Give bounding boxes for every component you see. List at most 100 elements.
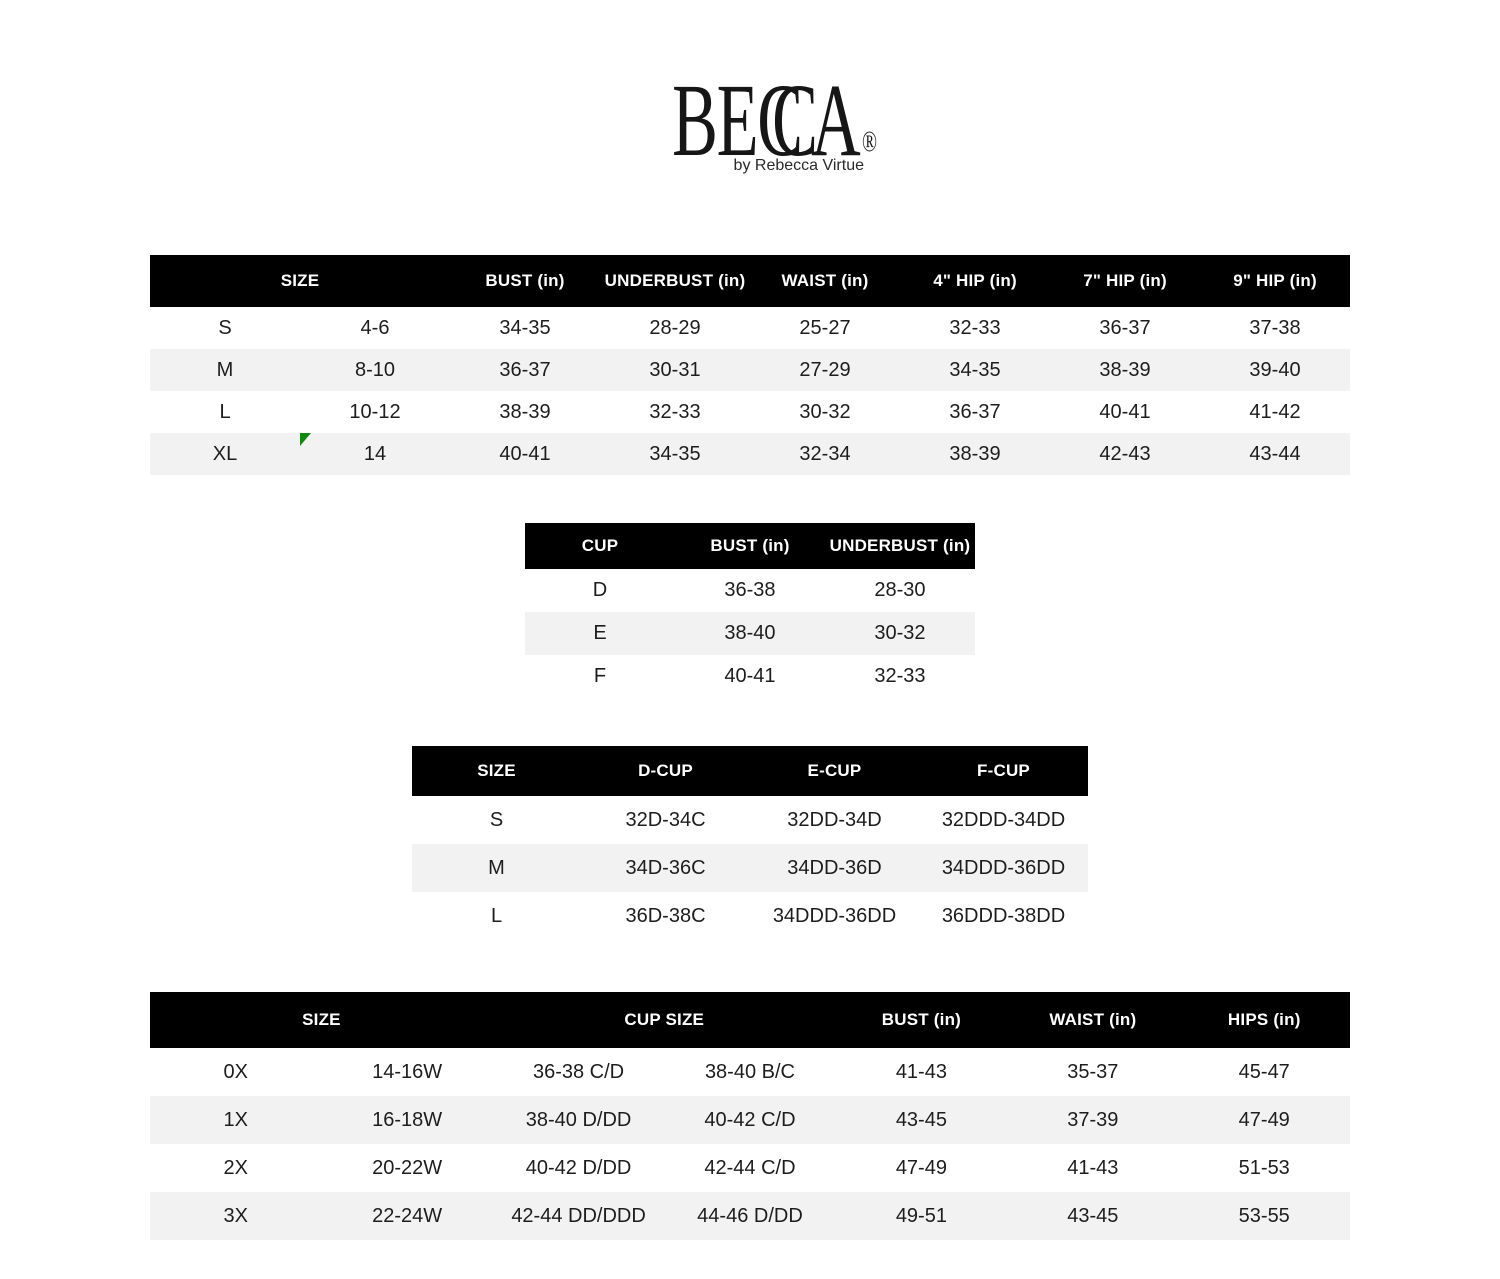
table-row: 3X 22-24W 42-44 DD/DDD 44-46 D/DD 49-51 43-45… xyxy=(150,1192,1350,1240)
cup-size-chart-table: SIZE D-CUP E-CUP F-CUP S 32D-34C 32DD-34D 32DDD… xyxy=(412,746,1088,940)
header-cell: CUP SIZE xyxy=(624,1010,705,1029)
table-cell: 42-44 C/D xyxy=(704,1156,796,1179)
table-cell: 28-30 xyxy=(874,579,926,601)
cup-size-chart-header-row: SIZE D-CUP E-CUP F-CUP xyxy=(412,746,1088,796)
table-row: M 34D-36C 34DD-36D 34DDD-36DD xyxy=(412,844,1088,892)
header-cell: F-CUP xyxy=(977,761,1030,780)
table-row: L 36D-38C 34DDD-36DD 36DDD-38DD xyxy=(412,892,1088,940)
table-cell: 43-45 xyxy=(1067,1204,1119,1227)
table-cell: 1X xyxy=(223,1108,248,1131)
table-cell: 25-27 xyxy=(799,316,851,339)
table-cell: XL xyxy=(212,442,238,465)
table-cell: 36DDD-38DD xyxy=(941,904,1066,927)
table-cell: 32DD-34D xyxy=(787,808,882,831)
table-cell: 38-40 D/DD xyxy=(525,1108,632,1131)
table-cell: 44-46 D/DD xyxy=(697,1204,803,1227)
table-row: 1X 16-18W 38-40 D/DD 40-42 C/D 43-45 37-39 47-… xyxy=(150,1096,1350,1144)
green-triangle-shape xyxy=(300,433,311,446)
table-cell: 28-29 xyxy=(649,316,701,339)
standard-size-chart-header-row: SIZE BUST (in) UNDERBUST (in) WAIST (in) 4" … xyxy=(150,255,1350,307)
plus-size-chart-header-row: SIZE CUP SIZE BUST (in) WAIST (in) HIPS (in) xyxy=(150,992,1350,1048)
table-cell: 38-39 xyxy=(499,400,551,423)
header-cell: UNDERBUST (in) xyxy=(829,536,971,555)
table-cell: 32-33 xyxy=(874,665,926,687)
table-row: D 36-38 28-30 xyxy=(525,569,975,612)
table-cell: 38-40 xyxy=(724,622,776,644)
table-cell: M xyxy=(216,358,234,381)
table-cell: 42-44 DD/DDD xyxy=(511,1204,646,1227)
cup-measurement-chart-table: CUP BUST (in) UNDERBUST (in) D 36-38 28-30 E 38… xyxy=(525,523,975,698)
table-cell: 22-24W xyxy=(372,1204,443,1227)
table-cell: 0X xyxy=(223,1060,248,1083)
table-cell: 42-43 xyxy=(1099,442,1151,465)
header-cell: CUP xyxy=(581,536,619,555)
table-cell: 10-12 xyxy=(349,400,401,423)
table-cell: 20-22W xyxy=(372,1156,443,1179)
table-cell: 32-34 xyxy=(799,442,851,465)
table-cell: S xyxy=(489,808,504,831)
header-cell: WAIST (in) xyxy=(781,271,869,290)
table-cell: 2X xyxy=(223,1156,248,1179)
table-cell: 38-39 xyxy=(949,442,1001,465)
table-cell: 36-37 xyxy=(499,358,551,381)
header-cell: 9" HIP (in) xyxy=(1233,271,1317,290)
table-cell: M xyxy=(488,856,505,879)
header-cell: BUST (in) xyxy=(485,271,565,290)
table-cell: 14 xyxy=(363,442,387,465)
table-cell: 53-55 xyxy=(1238,1204,1290,1227)
brand-tagline: by Rebecca Virtue xyxy=(733,156,864,174)
table-cell: 32-33 xyxy=(649,400,701,423)
table-cell: 30-32 xyxy=(799,400,851,423)
table-row: S 32D-34C 32DD-34D 32DDD-34DD xyxy=(412,796,1088,844)
table-cell: 34DD-36D xyxy=(787,856,882,879)
table-cell: 34D-36C xyxy=(625,856,706,879)
header-cell: E-CUP xyxy=(807,761,862,780)
table-cell: 40-42 D/DD xyxy=(525,1156,632,1179)
table-cell: 40-41 xyxy=(1099,400,1151,423)
table-cell: 14-16W xyxy=(372,1060,443,1083)
table-row: F 40-41 32-33 xyxy=(525,655,975,698)
table-cell: 34-35 xyxy=(499,316,551,339)
table-cell: 38-40 B/C xyxy=(704,1060,795,1083)
header-cell: BUST (in) xyxy=(881,1010,962,1029)
header-cell: SIZE xyxy=(477,761,516,780)
table-cell: 40-41 xyxy=(499,442,551,465)
plus-size-chart-table: SIZE CUP SIZE BUST (in) WAIST (in) HIPS (in)… xyxy=(150,992,1350,1240)
table-cell: 34DDD-36DD xyxy=(941,856,1066,879)
table-cell: 43-45 xyxy=(895,1108,947,1131)
standard-size-chart-table: SIZE BUST (in) UNDERBUST (in) WAIST (in) 4" … xyxy=(150,255,1350,475)
table-row: 2X 20-22W 40-42 D/DD 42-44 C/D 47-49 41-43 51-… xyxy=(150,1144,1350,1192)
table-cell: 16-18W xyxy=(372,1108,443,1131)
table-cell: 37-39 xyxy=(1067,1108,1119,1131)
table-row: E 38-40 30-32 xyxy=(525,612,975,655)
table-cell: 43-44 xyxy=(1249,442,1301,465)
table-cell: F xyxy=(593,665,607,687)
header-cell: UNDERBUST (in) xyxy=(604,271,746,290)
table-cell: 36-38 C/D xyxy=(532,1060,625,1083)
table-cell: 4-6 xyxy=(360,316,390,339)
table-cell: 37-38 xyxy=(1249,316,1301,339)
table-cell: 38-39 xyxy=(1099,358,1151,381)
table-cell: 51-53 xyxy=(1238,1156,1290,1179)
table-cell: 47-49 xyxy=(1238,1108,1290,1131)
registered-trademark-symbol: ® xyxy=(862,125,878,158)
table-row: L 10-12 38-39 32-33 30-32 36-37 40-41 41-42 xyxy=(150,391,1350,433)
table-cell: 32-33 xyxy=(949,316,1001,339)
table-row: S 4-6 34-35 28-29 25-27 32-33 36-37 37-38 xyxy=(150,307,1350,349)
table-row: XL 14 40-41 34-35 32-34 38-39 42-43 43-44 xyxy=(150,433,1350,475)
table-cell: 30-32 xyxy=(874,622,926,644)
table-cell: 32DDD-34DD xyxy=(941,808,1066,831)
table-row: 0X 14-16W 36-38 C/D 38-40 B/C 41-43 35-37 45-4… xyxy=(150,1048,1350,1096)
table-cell: 36-37 xyxy=(949,400,1001,423)
table-cell: 34-35 xyxy=(649,442,701,465)
table-cell: 40-41 xyxy=(724,665,776,687)
header-cell: WAIST (in) xyxy=(1049,1010,1137,1029)
header-cell: SIZE xyxy=(302,1010,341,1029)
brand-logo: BECCA® by Rebecca Virtue xyxy=(0,69,1500,175)
header-cell: 4" HIP (in) xyxy=(933,271,1017,290)
header-cell: D-CUP xyxy=(638,761,693,780)
header-cell: HIPS (in) xyxy=(1227,1010,1301,1029)
table-cell: 45-47 xyxy=(1238,1060,1290,1083)
table-cell: 41-43 xyxy=(895,1060,947,1083)
header-cell: 7" HIP (in) xyxy=(1083,271,1167,290)
